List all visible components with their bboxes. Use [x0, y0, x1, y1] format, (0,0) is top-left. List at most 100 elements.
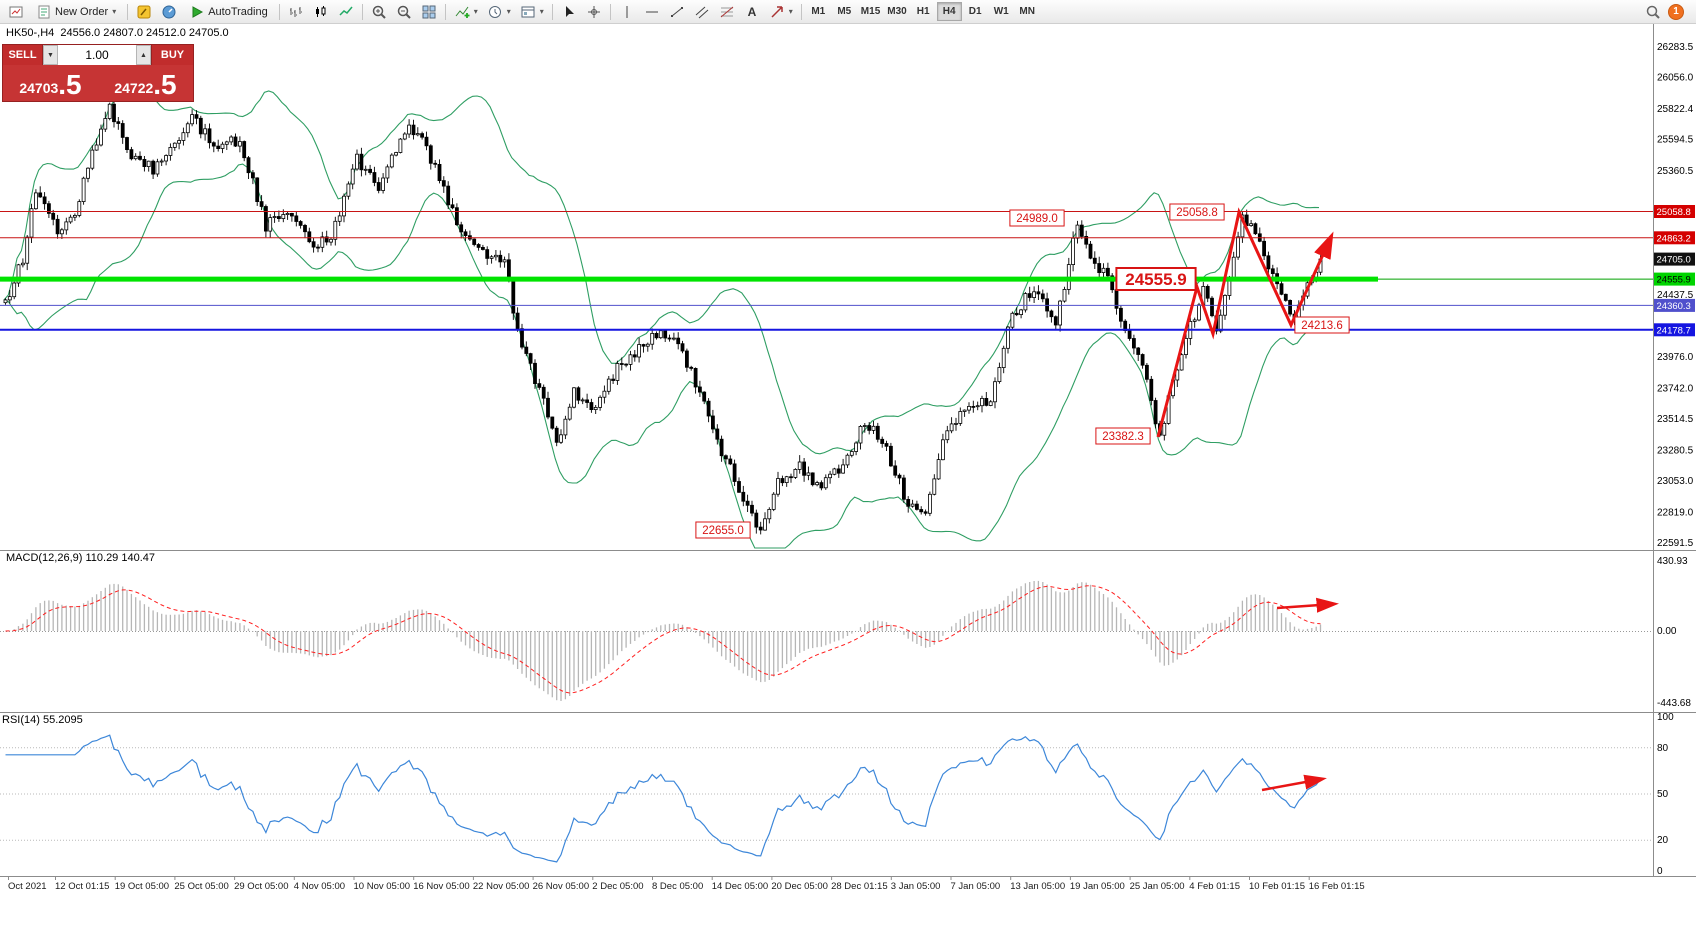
svg-text:25360.5: 25360.5 [1657, 166, 1694, 177]
svg-text:28 Dec 01:15: 28 Dec 01:15 [831, 881, 888, 892]
svg-text:26283.5: 26283.5 [1657, 42, 1694, 53]
timeframe-mn-button[interactable]: MN [1015, 2, 1040, 21]
sell-price-main: 24703 [19, 80, 59, 96]
zoom-out-icon[interactable] [392, 1, 416, 22]
periods-clock-icon [488, 5, 501, 18]
svg-text:430.93: 430.93 [1657, 556, 1688, 567]
svg-text:29 Oct 05:00: 29 Oct 05:00 [234, 881, 288, 892]
cursor-icon[interactable] [557, 1, 581, 22]
toolbar-separator [278, 3, 280, 20]
svg-text:23514.5: 23514.5 [1657, 414, 1694, 425]
svg-text:7 Jan 05:00: 7 Jan 05:00 [951, 881, 1001, 892]
volume-decrease-button[interactable]: ▼ [43, 45, 58, 65]
chart-symbol-ohlc: HK50-,H4 24556.0 24807.0 24512.0 24705.0 [6, 27, 229, 39]
candlestick-series [3, 100, 1323, 535]
rsi-arrow-annotation [1261, 774, 1327, 792]
svg-text:26 Nov 05:00: 26 Nov 05:00 [533, 881, 590, 892]
volume-increase-button[interactable]: ▲ [136, 45, 151, 65]
timeframe-m5-button[interactable]: M5 [832, 2, 857, 21]
arrow-tools-icon [771, 5, 783, 18]
svg-text:12 Oct 01:15: 12 Oct 01:15 [55, 881, 109, 892]
new-order-button[interactable]: New Order ▾ [29, 1, 123, 22]
buy-price-frac: .5 [153, 69, 177, 100]
autotrading-label: AutoTrading [208, 5, 268, 18]
svg-text:23053.0: 23053.0 [1657, 476, 1694, 487]
svg-text:20: 20 [1657, 835, 1669, 846]
trend-zigzag-annotation [1156, 207, 1334, 438]
tile-windows-icon[interactable] [417, 1, 441, 22]
macd-arrow-annotation [1276, 597, 1339, 613]
svg-text:24360.3: 24360.3 [1657, 301, 1691, 312]
price-axis-badges: 25058.8 24863.2 24705.0 24555.9 24360.3 24178… [1654, 205, 1695, 337]
templates-button[interactable]: ▾ [516, 1, 548, 22]
autotrading-button[interactable]: AutoTrading [182, 1, 275, 22]
arrow-tools-button[interactable]: ▾ [765, 1, 797, 22]
crosshair-icon[interactable] [582, 1, 606, 22]
bar-chart-mode-icon[interactable] [284, 1, 308, 22]
add-indicator-icon [455, 6, 470, 18]
svg-text:19 Jan 05:00: 19 Jan 05:00 [1070, 881, 1125, 892]
notification-badge[interactable]: 1 [1668, 3, 1684, 20]
price-annotations: 24989.0 25058.8 24555.9 24213.6 23382.3 22655… [695, 203, 1350, 539]
svg-text:4 Feb 01:15: 4 Feb 01:15 [1189, 881, 1240, 892]
buy-price[interactable]: 24722.5 [98, 65, 193, 101]
equidistant-channel-icon[interactable] [690, 1, 714, 22]
vertical-line-icon[interactable] [615, 1, 639, 22]
svg-text:23280.5: 23280.5 [1657, 445, 1694, 456]
timeframe-m1-button[interactable]: M1 [806, 2, 831, 21]
buy-button[interactable]: BUY [151, 45, 193, 65]
svg-text:22 Nov 05:00: 22 Nov 05:00 [473, 881, 530, 892]
chevron-down-icon: ▾ [506, 7, 511, 16]
add-indicator-button[interactable]: ▾ [450, 1, 482, 22]
timeframe-d1-button[interactable]: D1 [963, 2, 988, 21]
trendline-icon[interactable] [665, 1, 689, 22]
svg-text:24705.0: 24705.0 [1657, 255, 1691, 266]
new-chart-icon[interactable] [4, 1, 28, 22]
one-click-trading-panel: SELL ▼ ▲ BUY 24703.5 24722.5 [2, 44, 194, 102]
template-icon [521, 6, 535, 17]
svg-text:22655.0: 22655.0 [702, 525, 744, 537]
svg-text:16 Nov 05:00: 16 Nov 05:00 [413, 881, 470, 892]
svg-text:14 Dec 05:00: 14 Dec 05:00 [712, 881, 769, 892]
buy-price-main: 24722 [114, 80, 154, 96]
timeframe-w1-button[interactable]: W1 [989, 2, 1014, 21]
svg-text:10 Feb 01:15: 10 Feb 01:15 [1249, 881, 1305, 892]
horizontal-line-icon[interactable] [640, 1, 664, 22]
svg-text:25058.8: 25058.8 [1176, 207, 1218, 219]
panel-separators [0, 24, 1696, 877]
macd-signal-line [5, 585, 1321, 694]
svg-text:26056.0: 26056.0 [1657, 73, 1694, 84]
sell-price[interactable]: 24703.5 [3, 65, 98, 101]
volume-input[interactable] [58, 45, 136, 65]
svg-text:A: A [747, 5, 756, 19]
zoom-in-icon[interactable] [367, 1, 391, 22]
strategy-tester-icon[interactable] [157, 1, 181, 22]
horizontal-lines [0, 211, 1653, 331]
svg-text:13 Jan 05:00: 13 Jan 05:00 [1010, 881, 1065, 892]
line-chart-mode-icon[interactable] [334, 1, 358, 22]
svg-text:2 Dec 05:00: 2 Dec 05:00 [592, 881, 643, 892]
candlestick-mode-icon[interactable] [309, 1, 333, 22]
timeframe-m15-button[interactable]: M15 [858, 2, 883, 21]
svg-text:-443.68: -443.68 [1657, 698, 1691, 709]
time-axis: Oct 2021 12 Oct 01:15 19 Oct 05:00 25 Oct 0… [8, 876, 1365, 892]
timeframe-h1-button[interactable]: H1 [911, 2, 936, 21]
svg-text:100: 100 [1657, 712, 1674, 723]
metaeditor-icon[interactable] [132, 1, 156, 22]
fibonacci-icon[interactable] [715, 1, 739, 22]
sell-button[interactable]: SELL [3, 45, 43, 65]
bollinger-bands [3, 85, 1320, 549]
svg-text:80: 80 [1657, 743, 1669, 754]
autotrading-play-icon [192, 5, 204, 18]
text-tool-icon[interactable]: A [740, 1, 764, 22]
toolbar-separator [609, 3, 611, 20]
timeframe-m30-button[interactable]: M30 [884, 2, 909, 21]
svg-text:25594.5: 25594.5 [1657, 135, 1694, 146]
search-icon[interactable] [1641, 1, 1665, 22]
price-axis-ticks: 26283.5 26056.0 25822.4 25594.5 25360.5 24437… [1657, 42, 1694, 549]
periods-button[interactable]: ▾ [483, 1, 515, 22]
timeframe-h4-button[interactable]: H4 [936, 2, 962, 21]
svg-text:0.00: 0.00 [1657, 626, 1677, 637]
